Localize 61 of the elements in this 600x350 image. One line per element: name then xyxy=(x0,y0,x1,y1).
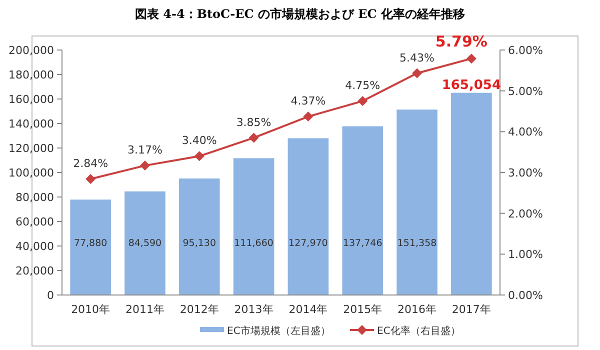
point xyxy=(140,160,150,171)
point xyxy=(412,68,422,78)
x-tick-label: 2012年 xyxy=(180,303,219,316)
x-tick-label: 2016年 xyxy=(398,303,437,316)
y-tick-label: 20,000 xyxy=(16,264,54,278)
y2-tick-label: 6.00% xyxy=(508,44,543,57)
data-label: 84,590 xyxy=(128,238,162,249)
y2-tick-label: 1.00% xyxy=(508,248,543,262)
data-label: 5.79% xyxy=(435,32,488,51)
point xyxy=(466,54,476,64)
y2-tick-label: 5.00% xyxy=(508,84,543,98)
point xyxy=(248,132,259,143)
bar xyxy=(233,158,274,295)
data-label: 137,746 xyxy=(342,238,382,249)
point xyxy=(86,174,96,184)
data-label: 95,130 xyxy=(182,238,216,249)
legend-label: EC市場規模（左目盛） xyxy=(227,325,330,337)
x-tick-label: 2015年 xyxy=(343,303,382,316)
x-tick-label: 2014年 xyxy=(288,303,328,316)
x-tick-label: 2011年 xyxy=(125,303,164,316)
bar xyxy=(451,92,492,295)
y-tick-label: 140,000 xyxy=(8,118,54,130)
data-label: 4.37% xyxy=(290,94,326,108)
y-tick-label: 100,000 xyxy=(8,166,54,180)
legend-label: EC化率（右目盛） xyxy=(377,325,460,337)
data-label: 2.84% xyxy=(73,157,108,170)
data-label: 4.75% xyxy=(345,79,380,92)
x-tick-label: 2017年 xyxy=(452,303,491,316)
bar xyxy=(288,138,329,295)
y-tick-label: 200,000 xyxy=(8,44,54,57)
point xyxy=(358,96,368,106)
data-label: 77,880 xyxy=(74,238,108,249)
bar xyxy=(124,191,166,295)
data-label: 3.85% xyxy=(236,116,272,129)
data-label: 3.17% xyxy=(128,144,162,157)
bar xyxy=(70,200,111,295)
bar xyxy=(342,126,384,295)
data-label: 127,970 xyxy=(288,238,328,249)
y-tick-label: 0 xyxy=(47,289,54,302)
point xyxy=(303,112,314,122)
y-tick-label: 120,000 xyxy=(8,142,54,155)
y2-tick-label: 3.00% xyxy=(508,166,543,180)
y2-tick-label: 2.00% xyxy=(508,207,543,220)
y-tick-label: 180,000 xyxy=(8,68,54,82)
x-tick-label: 2013年 xyxy=(234,303,274,316)
y-tick-label: 80,000 xyxy=(16,191,54,204)
point xyxy=(194,151,204,162)
data-label: 5.43% xyxy=(400,51,434,64)
data-label: 165,054 xyxy=(442,78,502,93)
y-tick-label: 60,000 xyxy=(16,216,54,228)
data-label: 3.40% xyxy=(182,134,217,148)
y-tick-label: 160,000 xyxy=(8,93,54,106)
data-label: 151,358 xyxy=(397,238,437,249)
bar xyxy=(396,110,438,295)
bar xyxy=(178,178,220,295)
y2-tick-label: 4.00% xyxy=(508,126,543,139)
x-tick-label: 2010年 xyxy=(71,303,110,316)
chart-title: 図表 4-4：BtoC-EC の市場規模および EC 化率の経年推移 xyxy=(134,7,466,21)
data-label: 111,660 xyxy=(234,238,274,249)
y-tick-label: 40,000 xyxy=(16,240,54,253)
y2-tick-label: 0.00% xyxy=(508,289,543,302)
